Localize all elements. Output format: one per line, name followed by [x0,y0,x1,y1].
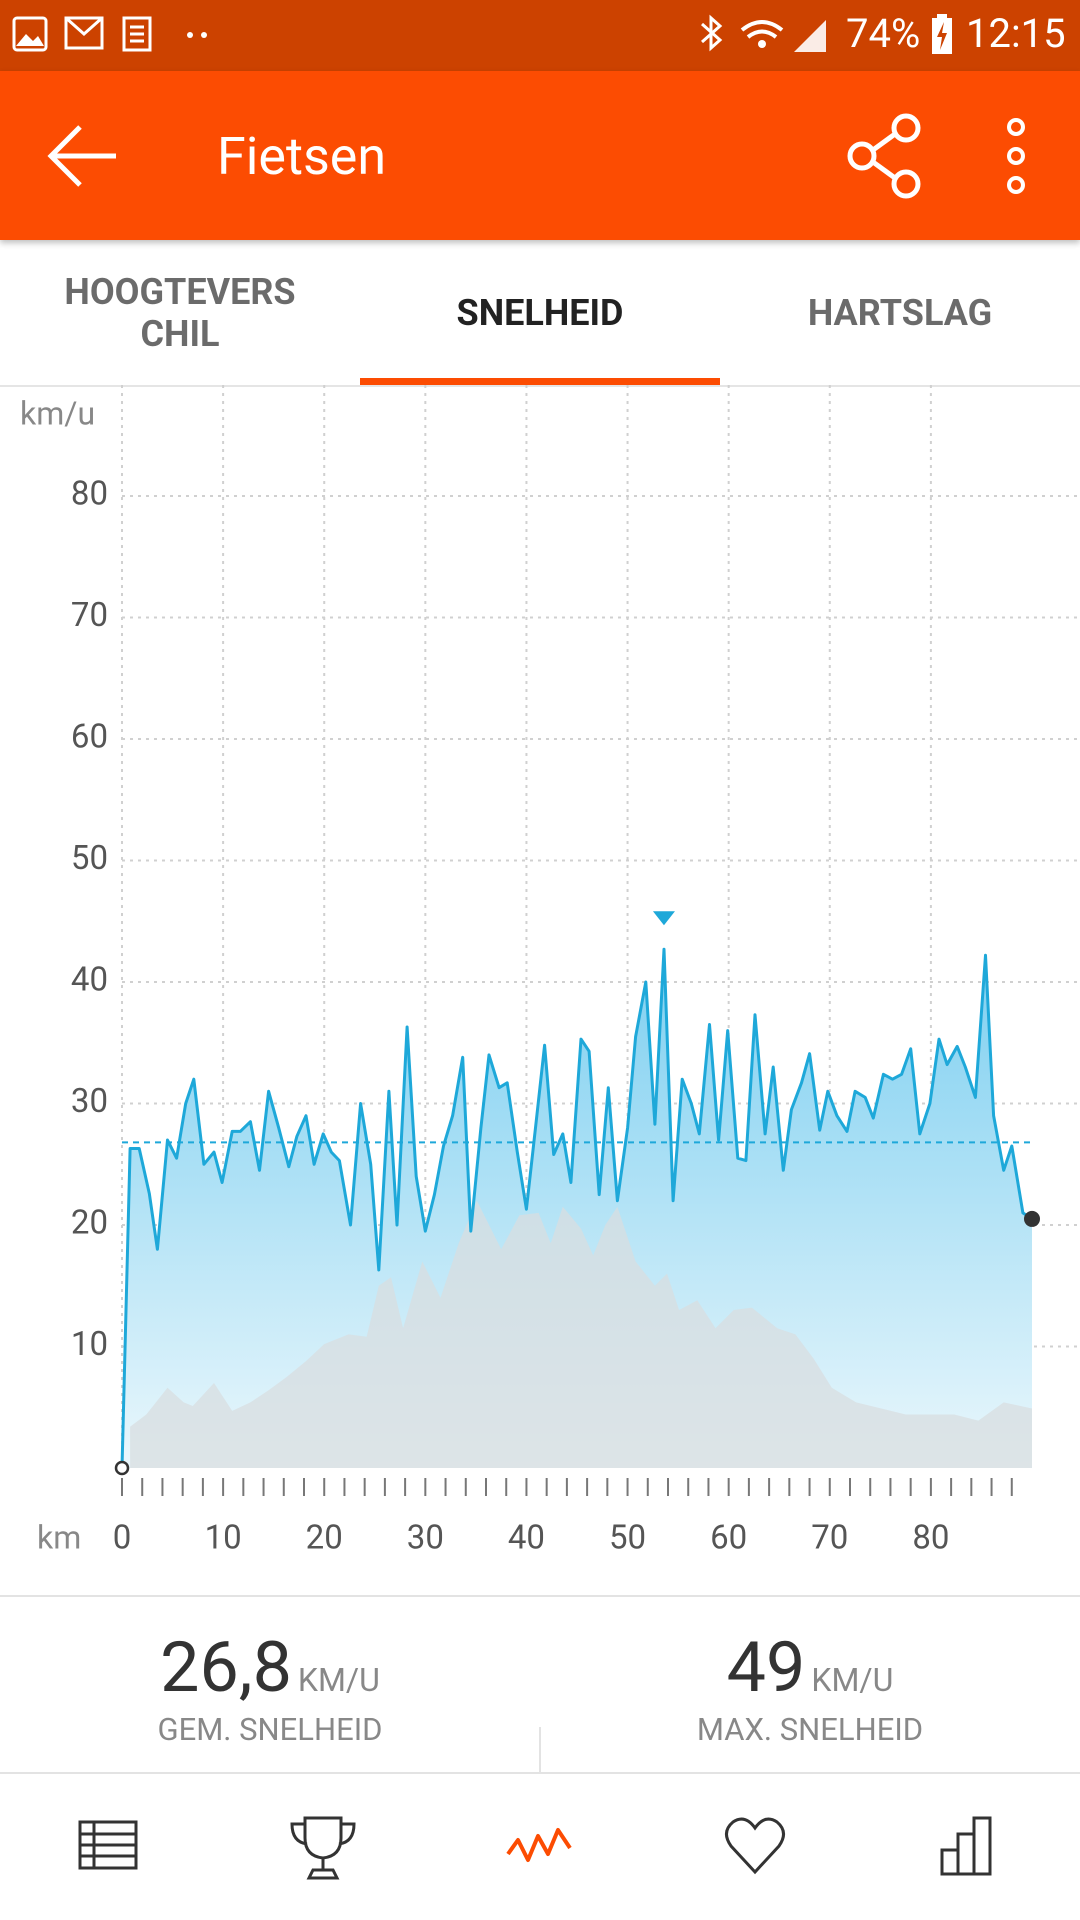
y-tick-label: 20 [71,1204,108,1243]
divider [539,1727,541,1772]
x-tick-label: 70 [811,1519,848,1558]
battery-icon [932,14,952,54]
back-button[interactable] [30,101,140,211]
nav-stats[interactable] [938,1814,1002,1878]
nav-analysis[interactable] [504,1814,576,1878]
x-tick-label: 20 [306,1519,343,1558]
stat-value: 49 [726,1627,806,1709]
x-tick-label: 0 [113,1519,132,1558]
x-tick-label: 10 [205,1519,242,1558]
x-axis-label: km [37,1518,81,1556]
x-tick-label: 80 [912,1519,949,1558]
tab[interactable]: HOOGTEVERSCHIL [0,240,360,385]
app-bar: Fietsen [0,71,1080,240]
y-tick-label: 30 [71,1082,108,1121]
stat: 49 KM/U MAX. SNELHEID [540,1597,1080,1748]
end-point [1024,1210,1040,1227]
chart: km/u km 10 20 30 40 50 60 70 80 0 10 20 30 40 50 60 70 8… [20,385,1080,1558]
y-tick-label: 50 [71,839,108,878]
system-icons [701,14,826,52]
y-tick-label: 60 [71,718,108,757]
bottom-nav [0,1772,1080,1920]
elevation-area [130,1200,1033,1468]
speed-line [120,947,1033,1469]
x-tick-label: 30 [407,1519,444,1558]
x-tick-label: 40 [508,1519,545,1558]
y-tick-label: 80 [71,475,108,514]
stat-unit: KM/U [297,1661,380,1699]
x-tick-label: 60 [710,1519,747,1558]
nav-trophy[interactable] [287,1814,359,1884]
tab-bar: HOOGTEVERSCHIL SNELHEID HARTSLAG [0,240,1080,387]
y-tick-label: 70 [71,596,108,635]
app-title: Fietsen [217,126,387,187]
tab-indicator [360,378,720,385]
stats-panel: 26,8 KM/U GEM. SNELHEID 49 KM/U MAX. SNELH… [0,1595,1080,1774]
tab-label: SNELHEID [456,291,624,334]
tab[interactable]: HARTSLAG [720,240,1080,385]
y-tick-label: 40 [71,961,108,1000]
tab-label: HOOGTEVERSCHIL [64,270,296,355]
x-tick-label: 50 [609,1519,646,1558]
tab[interactable]: SNELHEID [360,240,720,385]
stat-label: GEM. SNELHEID [157,1711,383,1748]
max-marker [652,911,675,926]
stat-unit: KM/U [811,1661,894,1699]
nav-heart[interactable] [723,1814,787,1878]
nav-overview[interactable] [76,1814,140,1878]
tab-label: HARTSLAG [807,291,993,334]
menu-button[interactable] [996,111,1036,201]
y-axis-label: km/u [20,394,95,432]
start-point [114,1460,130,1476]
share-button[interactable] [842,111,932,201]
battery-text: 74% [846,10,921,57]
stat: 26,8 KM/U GEM. SNELHEID [0,1597,540,1748]
stat-label: MAX. SNELHEID [696,1711,924,1748]
notification-icons [12,16,207,52]
y-tick-label: 10 [71,1325,108,1364]
status-bar: 74% 12:15 [0,0,1080,71]
stat-value: 26,8 [160,1627,292,1709]
clock: 12:15 [966,10,1066,57]
